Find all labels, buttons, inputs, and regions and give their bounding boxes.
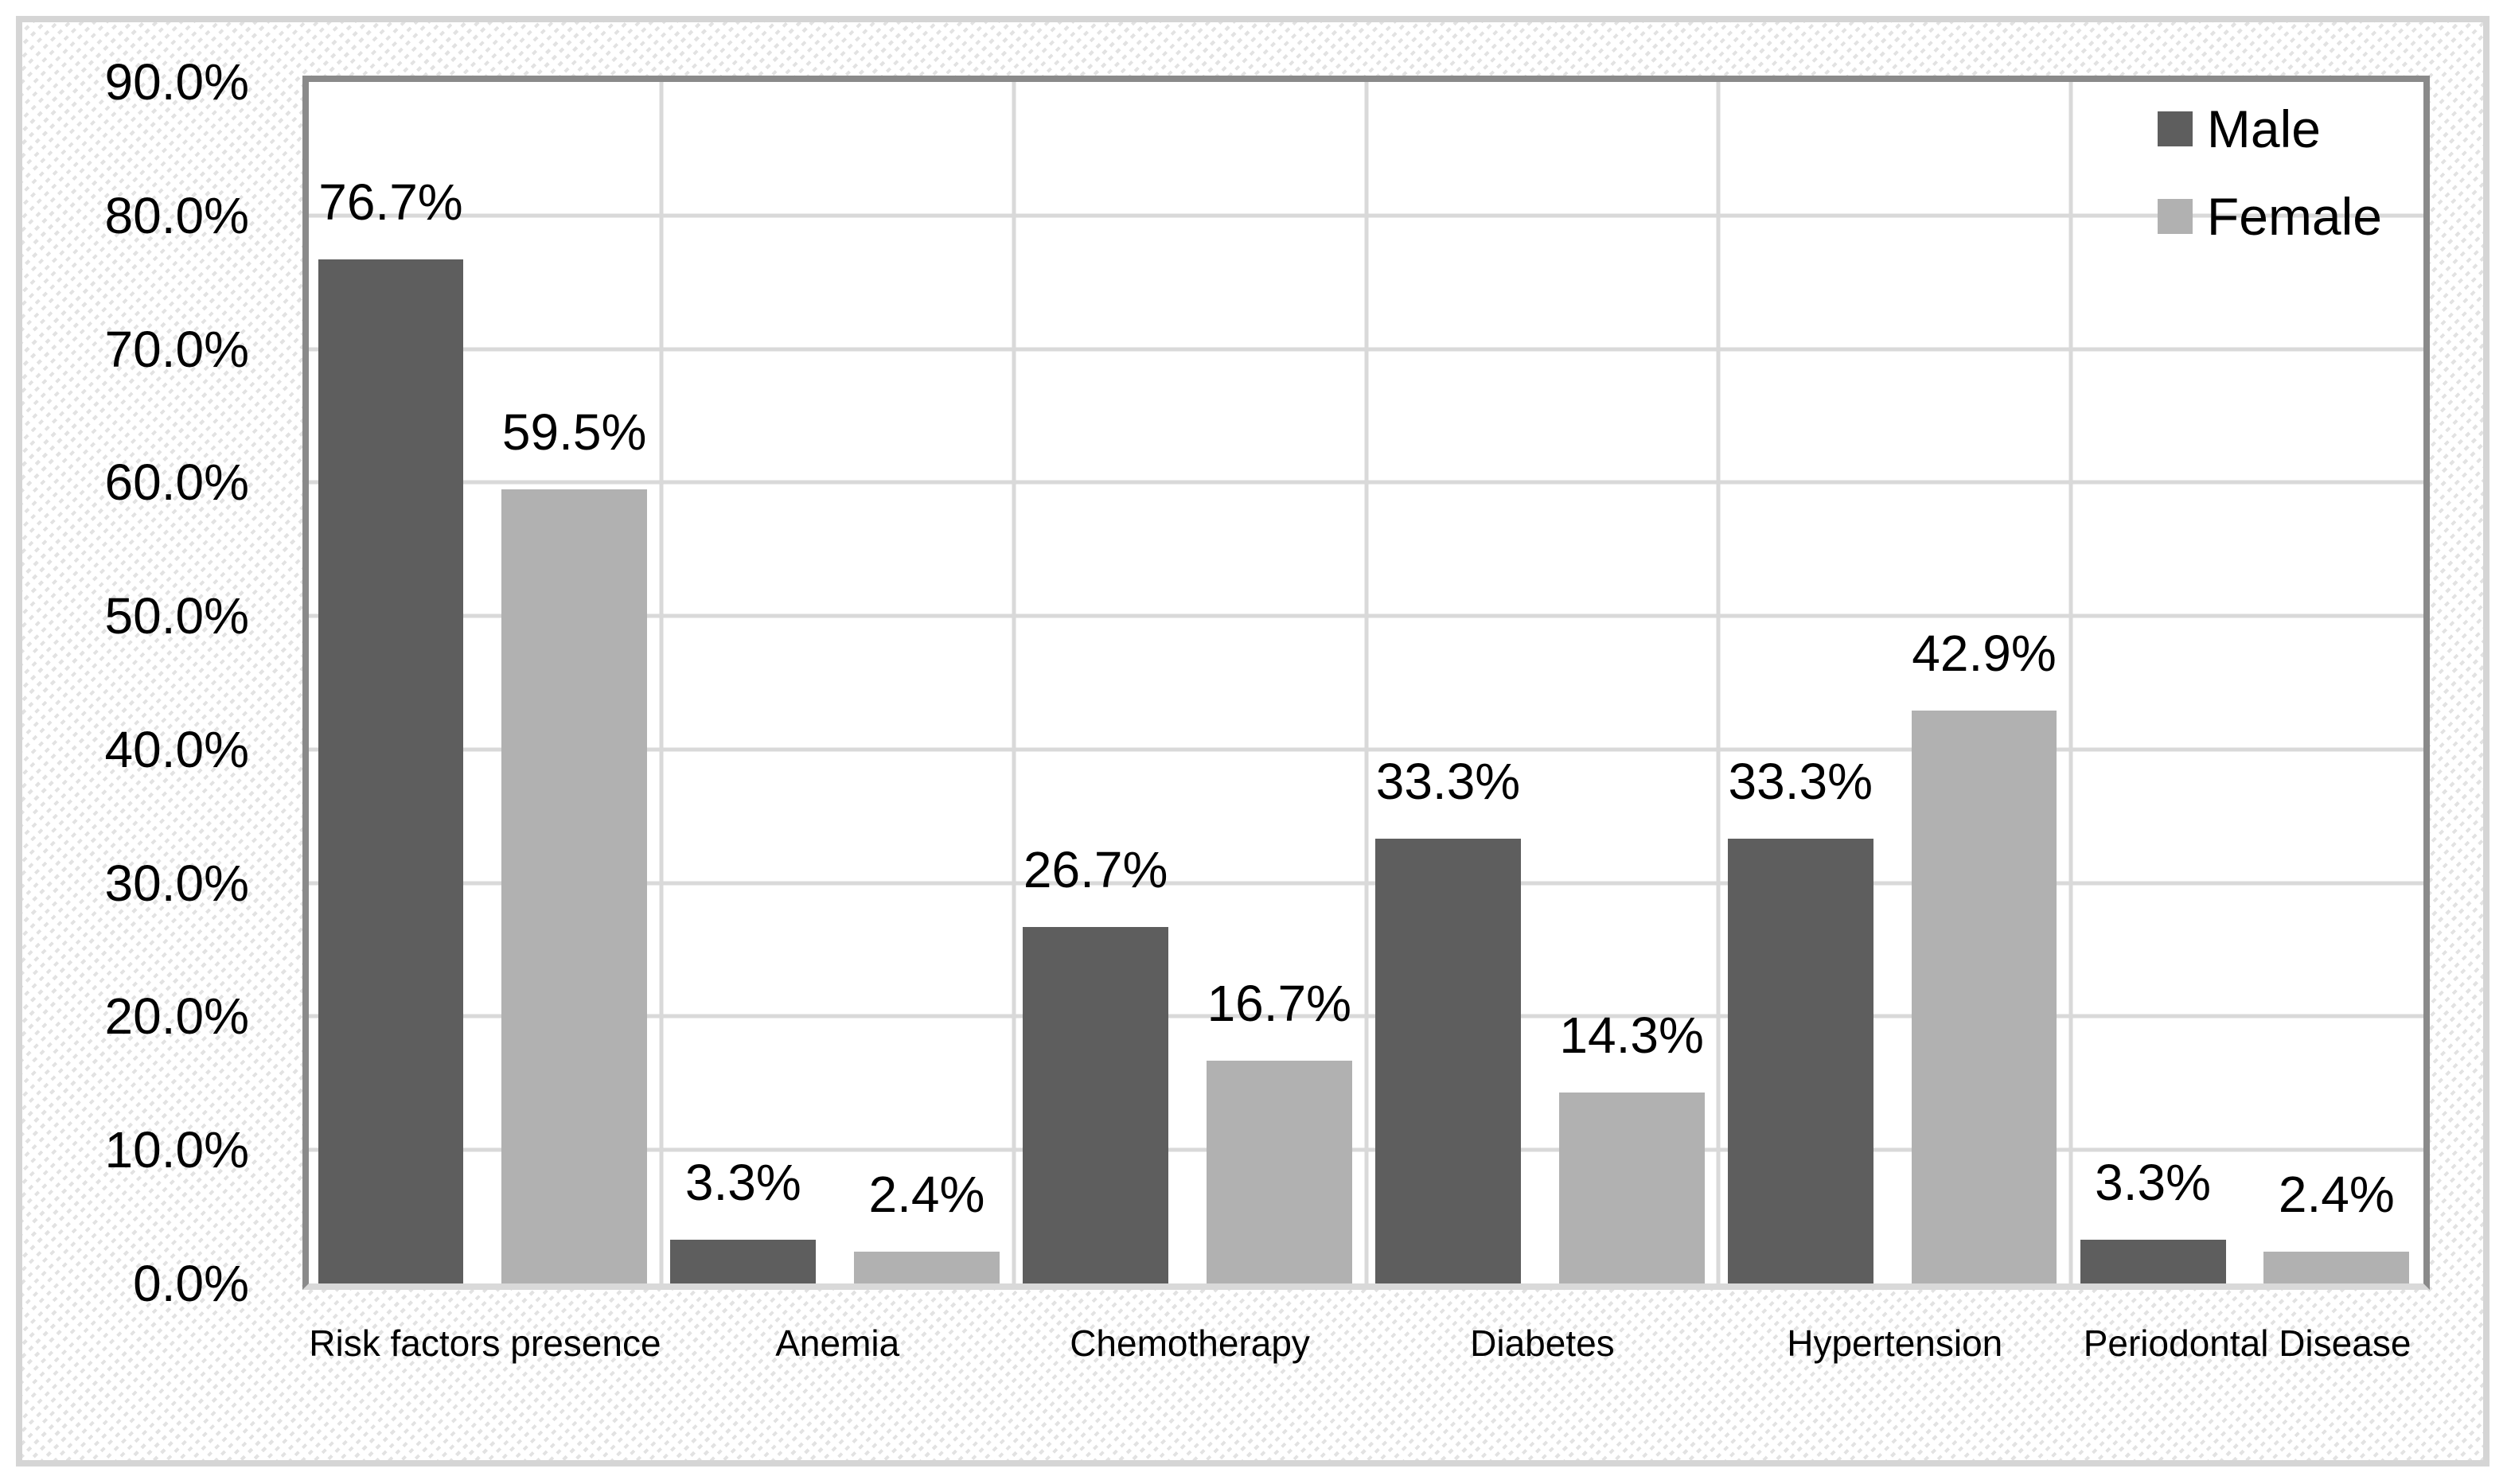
vertical-gridline bbox=[1716, 82, 1721, 1283]
chart-figure: 0.0% 10.0% 20.0% 30.0% 40.0% 50.0% 60.0% 70.0% 8… bbox=[16, 16, 2489, 1466]
bar-value-label-female: 42.9% bbox=[1912, 625, 2057, 683]
bar-female bbox=[501, 489, 648, 1283]
bar-value-label-female: 2.4% bbox=[2278, 1165, 2395, 1223]
x-axis-category-label: Risk factors presence bbox=[309, 1322, 661, 1364]
bar-value-label-male: 33.3% bbox=[1728, 753, 1873, 811]
x-axis-category-label: Chemotherapy bbox=[1070, 1322, 1310, 1364]
y-axis-tick-label: 70.0% bbox=[104, 320, 249, 378]
vertical-gridline bbox=[659, 82, 664, 1283]
vertical-gridline bbox=[1364, 82, 1368, 1283]
bar-value-label-female: 2.4% bbox=[868, 1165, 985, 1223]
x-axis-category-label: Hypertension bbox=[1787, 1322, 2003, 1364]
x-axis-category-label: Anemia bbox=[775, 1322, 900, 1364]
bar-female bbox=[854, 1251, 1000, 1283]
y-axis-tick-label: 0.0% bbox=[133, 1255, 249, 1312]
bar-male bbox=[318, 259, 464, 1283]
bar-value-label-male: 33.3% bbox=[1375, 753, 1521, 811]
bar-male bbox=[1375, 839, 1521, 1283]
bar-female bbox=[1911, 711, 2057, 1283]
bar-value-label-male: 76.7% bbox=[318, 173, 463, 232]
legend-item-male: Male bbox=[2157, 99, 2382, 158]
y-axis-tick-label: 60.0% bbox=[104, 454, 249, 512]
bar-value-label-male: 3.3% bbox=[684, 1153, 801, 1211]
legend-swatch-male bbox=[2157, 111, 2193, 146]
y-axis: 0.0% 10.0% 20.0% 30.0% 40.0% 50.0% 60.0% 70.0% 8… bbox=[22, 22, 249, 1460]
bar-value-label-male: 26.7% bbox=[1023, 841, 1168, 899]
bar-female bbox=[1558, 1093, 1705, 1283]
y-axis-tick-label: 80.0% bbox=[104, 186, 249, 244]
y-axis-tick-label: 10.0% bbox=[104, 1121, 249, 1179]
bar-group-hypertension: 33.3% 42.9% bbox=[1718, 82, 2071, 1283]
y-axis-tick-label: 50.0% bbox=[104, 587, 249, 645]
y-axis-tick-label: 30.0% bbox=[104, 854, 249, 912]
legend-item-female: Female bbox=[2157, 187, 2382, 246]
bar-female bbox=[2263, 1251, 2410, 1283]
vertical-gridline bbox=[2068, 82, 2073, 1283]
bar-value-label-female: 16.7% bbox=[1207, 974, 1352, 1032]
legend-label: Male bbox=[2206, 99, 2321, 158]
legend: Male Female bbox=[2157, 99, 2382, 246]
bar-male bbox=[1023, 927, 1169, 1283]
bar-value-label-male: 3.3% bbox=[2095, 1153, 2212, 1211]
vertical-gridline bbox=[1012, 82, 1016, 1283]
bar-male bbox=[2080, 1239, 2226, 1283]
y-axis-tick-label: 90.0% bbox=[104, 53, 249, 111]
bar-male bbox=[670, 1239, 817, 1283]
bar-group-chemotherapy: 26.7% 16.7% bbox=[1014, 82, 1367, 1283]
x-axis: Risk factors presence Anemia Chemotherapy D… bbox=[309, 1322, 2423, 1377]
plot-area: 76.7% 59.5% 3.3% 2.4% 26.7% 16.7% 33.3% 14.3% 33… bbox=[302, 76, 2430, 1290]
y-axis-tick-label: 20.0% bbox=[104, 987, 249, 1046]
legend-swatch-female bbox=[2157, 199, 2193, 234]
bar-group-risk-factors-presence: 76.7% 59.5% bbox=[309, 82, 661, 1283]
bar-value-label-female: 14.3% bbox=[1559, 1007, 1704, 1065]
x-axis-category-label: Diabetes bbox=[1470, 1322, 1615, 1364]
legend-label: Female bbox=[2206, 187, 2382, 246]
bar-male bbox=[1727, 839, 1873, 1283]
bar-value-label-female: 59.5% bbox=[501, 403, 647, 461]
bar-group-anemia: 3.3% 2.4% bbox=[661, 82, 1014, 1283]
bar-group-periodontal-disease: 3.3% 2.4% bbox=[2071, 82, 2423, 1283]
bar-female bbox=[1206, 1060, 1352, 1283]
y-axis-tick-label: 40.0% bbox=[104, 720, 249, 778]
x-axis-category-label: Periodontal Disease bbox=[2083, 1322, 2411, 1364]
bar-group-diabetes: 33.3% 14.3% bbox=[1367, 82, 1719, 1283]
